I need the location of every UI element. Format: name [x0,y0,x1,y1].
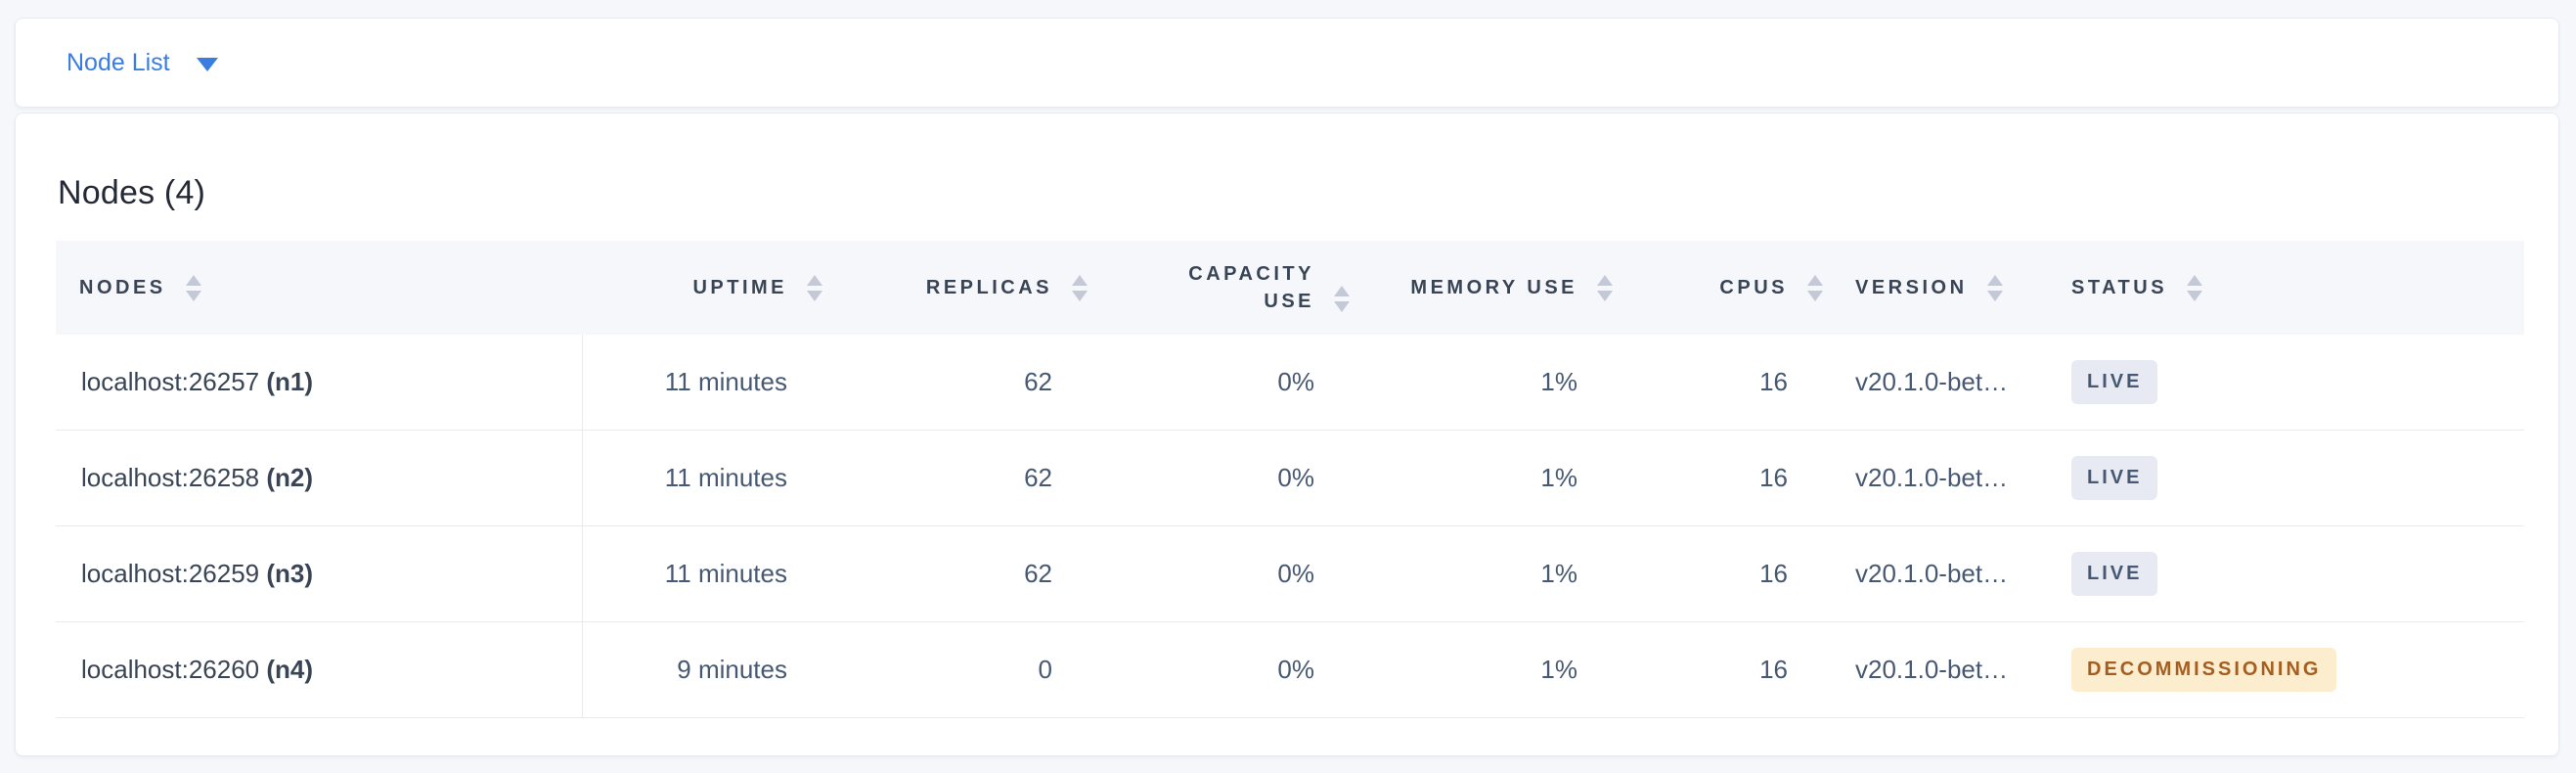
cpus-cell: 16 [1628,525,1839,622]
node-address-link[interactable]: localhost:26258 [81,463,260,492]
uptime-cell: 9 minutes [582,621,838,718]
node-cell: localhost:26260 (n4) [56,621,583,718]
uptime-cell: 11 minutes [582,430,838,526]
replicas-cell: 0 [838,621,1103,718]
table-row: localhost:26257 (n1) 11 minutes 62 0% 1%… [56,335,2524,431]
status-badge: LIVE [2071,360,2158,404]
version-cell: v20.1.0-bet… [1839,430,2055,526]
view-dropdown-label: Node List [67,48,170,76]
nodes-table-body: localhost:26257 (n1) 11 minutes 62 0% 1%… [56,335,2524,718]
capacity-use-cell: 0% [1103,430,1365,526]
chevron-down-icon [196,57,218,71]
sort-icon [1597,274,1613,301]
memory-use-cell: 1% [1365,525,1628,622]
memory-use-cell: 1% [1365,621,1628,718]
node-id: (n2) [266,463,314,492]
cpus-cell: 16 [1628,621,1839,718]
sort-icon [2187,274,2203,301]
nodes-card: Nodes (4) NODES UPTIM [15,113,2559,756]
node-cell: localhost:26258 (n2) [56,430,583,526]
column-label: CPUS [1719,277,1788,298]
table-header-row: NODES UPTIME REPLICAS [56,241,2524,335]
status-cell: LIVE [2055,430,2524,526]
capacity-use-cell: 0% [1103,335,1365,431]
replicas-cell: 62 [838,335,1103,431]
column-label: NODES [79,277,166,298]
version-cell: v20.1.0-bet… [1839,621,2055,718]
status-badge: LIVE [2071,456,2158,500]
status-badge: LIVE [2071,552,2158,596]
status-cell: LIVE [2055,335,2524,431]
cpus-cell: 16 [1628,430,1839,526]
sort-icon [1072,274,1088,301]
cpus-cell: 16 [1628,335,1839,431]
capacity-use-cell: 0% [1103,525,1365,622]
sort-icon [1334,286,1350,312]
column-header-status[interactable]: STATUS [2055,241,2524,335]
column-header-nodes[interactable]: NODES [56,241,582,335]
node-address-link[interactable]: localhost:26259 [81,559,260,588]
nodes-table: NODES UPTIME REPLICAS [56,241,2524,718]
replicas-cell: 62 [838,430,1103,526]
node-cell: localhost:26259 (n3) [56,525,583,622]
column-label: VERSION [1855,277,1968,298]
column-header-replicas[interactable]: REPLICAS [838,241,1103,335]
sort-icon [1986,274,2003,301]
status-badge: DECOMMISSIONING [2071,648,2337,692]
column-header-memory-use[interactable]: MEMORY USE [1365,241,1628,335]
column-label: UPTIME [692,277,787,298]
view-selector-bar: Node List [15,18,2559,108]
column-header-capacity-use[interactable]: CAPACITY USE [1103,241,1365,335]
replicas-cell: 62 [838,525,1103,622]
version-cell: v20.1.0-bet… [1839,525,2055,622]
column-header-version[interactable]: VERSION [1839,241,2055,335]
node-address-link[interactable]: localhost:26260 [81,655,260,684]
sort-icon [185,274,201,301]
capacity-use-cell: 0% [1103,621,1365,718]
table-row: localhost:26260 (n4) 9 minutes 0 0% 1% 1… [56,621,2524,718]
view-dropdown[interactable]: Node List [67,49,218,77]
status-cell: LIVE [2055,525,2524,622]
uptime-cell: 11 minutes [582,525,838,622]
page-title: Nodes (4) [58,174,206,211]
node-id: (n1) [266,367,314,396]
sort-icon [1807,274,1823,301]
node-cell: localhost:26257 (n1) [56,335,583,431]
column-label: REPLICAS [925,277,1052,298]
node-id: (n3) [266,559,314,588]
table-row: localhost:26258 (n2) 11 minutes 62 0% 1%… [56,430,2524,526]
memory-use-cell: 1% [1365,430,1628,526]
column-label: STATUS [2071,277,2168,298]
column-label: CAPACITY USE [1188,263,1314,312]
column-label: MEMORY USE [1410,277,1577,298]
node-address-link[interactable]: localhost:26257 [81,367,260,396]
column-header-uptime[interactable]: UPTIME [582,241,838,335]
table-row: localhost:26259 (n3) 11 minutes 62 0% 1%… [56,525,2524,622]
sort-icon [807,274,822,301]
node-id: (n4) [266,655,314,684]
column-header-cpus[interactable]: CPUS [1628,241,1839,335]
uptime-cell: 11 minutes [582,335,838,431]
version-cell: v20.1.0-bet… [1839,335,2055,431]
status-cell: DECOMMISSIONING [2055,621,2524,718]
memory-use-cell: 1% [1365,335,1628,431]
